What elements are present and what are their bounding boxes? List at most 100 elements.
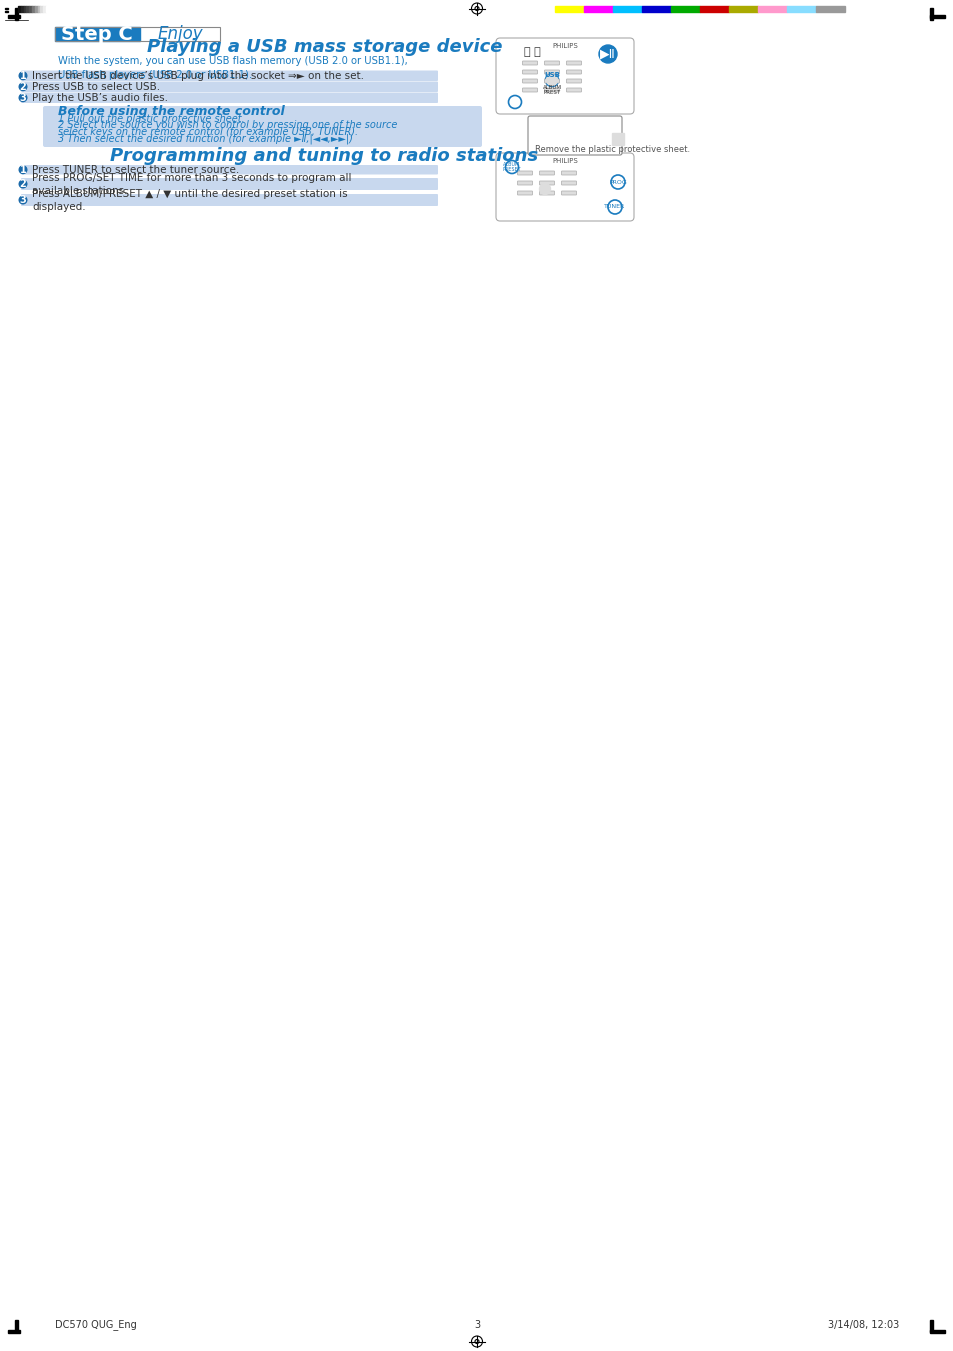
Text: Press PROG/SET TIME for more than 3 seconds to program all
available stations.: Press PROG/SET TIME for more than 3 seco… xyxy=(32,173,351,196)
Text: select keys on the remote control (for example USB, TUNER).: select keys on the remote control (for e… xyxy=(58,127,357,136)
FancyBboxPatch shape xyxy=(21,81,437,92)
FancyBboxPatch shape xyxy=(544,88,558,92)
Circle shape xyxy=(19,196,27,204)
FancyBboxPatch shape xyxy=(566,61,581,65)
FancyBboxPatch shape xyxy=(21,70,437,81)
Bar xyxy=(21,5,24,12)
FancyBboxPatch shape xyxy=(21,178,437,190)
Bar xyxy=(8,15,20,18)
Text: Playing a USB mass storage device: Playing a USB mass storage device xyxy=(147,38,501,55)
Text: ▶Ⅱ: ▶Ⅱ xyxy=(599,47,616,61)
Bar xyxy=(24,5,27,12)
FancyBboxPatch shape xyxy=(566,70,581,74)
FancyBboxPatch shape xyxy=(522,70,537,74)
FancyBboxPatch shape xyxy=(522,61,537,65)
Bar xyxy=(34,5,37,12)
Circle shape xyxy=(598,45,617,63)
Bar xyxy=(700,5,728,12)
FancyBboxPatch shape xyxy=(522,78,537,82)
Circle shape xyxy=(19,166,27,173)
Text: 1: 1 xyxy=(20,165,27,174)
Text: ALBUM
PRESET: ALBUM PRESET xyxy=(502,162,520,173)
FancyBboxPatch shape xyxy=(566,78,581,82)
FancyBboxPatch shape xyxy=(539,190,554,195)
Text: Press TUNER to select the tuner source.: Press TUNER to select the tuner source. xyxy=(32,165,239,176)
Circle shape xyxy=(19,82,27,91)
Bar xyxy=(613,5,641,12)
Bar xyxy=(728,5,758,12)
Bar xyxy=(55,27,140,41)
Text: USB: USB xyxy=(543,72,559,78)
Text: Enjoy: Enjoy xyxy=(157,26,203,43)
Circle shape xyxy=(19,72,27,80)
Circle shape xyxy=(19,180,27,188)
FancyBboxPatch shape xyxy=(496,38,634,113)
Bar xyxy=(37,5,40,12)
Text: Press USB to select USB.: Press USB to select USB. xyxy=(32,82,160,92)
Circle shape xyxy=(546,74,557,85)
Text: Programming and tuning to radio stations: Programming and tuning to radio stations xyxy=(111,147,537,165)
FancyBboxPatch shape xyxy=(539,181,554,185)
FancyBboxPatch shape xyxy=(544,78,558,82)
Text: ⏮ ⏭: ⏮ ⏭ xyxy=(523,47,539,57)
Text: PHILIPS: PHILIPS xyxy=(552,43,578,49)
Text: 3 Then select the desired function (for example ►Ⅱ,|◄◄,►►|): 3 Then select the desired function (for … xyxy=(58,134,353,143)
Text: 3/14/08, 12:03: 3/14/08, 12:03 xyxy=(827,1320,898,1329)
Bar xyxy=(32,5,34,12)
FancyBboxPatch shape xyxy=(43,105,481,147)
Text: 1 Pull out the plastic protective sheet.: 1 Pull out the plastic protective sheet. xyxy=(58,113,245,124)
Bar xyxy=(929,1329,944,1332)
Circle shape xyxy=(19,95,27,101)
Text: Play the USB’s audio files.: Play the USB’s audio files. xyxy=(32,93,168,103)
Text: 2 Select the source you wish to control by pressing one of the source: 2 Select the source you wish to control … xyxy=(58,120,397,131)
Bar xyxy=(18,5,21,12)
Text: 2: 2 xyxy=(20,82,27,92)
FancyBboxPatch shape xyxy=(561,190,576,195)
FancyBboxPatch shape xyxy=(21,92,437,103)
FancyBboxPatch shape xyxy=(496,153,634,222)
Bar xyxy=(786,5,815,12)
FancyBboxPatch shape xyxy=(21,165,437,174)
Text: 3: 3 xyxy=(474,1320,479,1329)
FancyBboxPatch shape xyxy=(561,172,576,176)
Bar xyxy=(30,5,32,12)
Text: 3: 3 xyxy=(20,195,27,205)
FancyBboxPatch shape xyxy=(517,190,532,195)
Bar xyxy=(758,5,786,12)
FancyBboxPatch shape xyxy=(517,181,532,185)
Text: Remove the plastic protective sheet.: Remove the plastic protective sheet. xyxy=(535,145,689,154)
FancyBboxPatch shape xyxy=(566,88,581,92)
Bar xyxy=(929,1320,931,1332)
Bar xyxy=(15,1320,17,1331)
FancyBboxPatch shape xyxy=(544,61,558,65)
Bar xyxy=(583,5,613,12)
FancyBboxPatch shape xyxy=(544,70,558,74)
Text: DC570 QUG_Eng: DC570 QUG_Eng xyxy=(55,1320,136,1331)
Text: With the system, you can use USB flash memory (USB 2.0 or USB1.1),
USB flash pla: With the system, you can use USB flash m… xyxy=(58,55,407,80)
FancyBboxPatch shape xyxy=(561,181,576,185)
Bar xyxy=(670,5,700,12)
Bar xyxy=(15,8,18,20)
Bar xyxy=(641,5,670,12)
FancyBboxPatch shape xyxy=(527,116,621,155)
Text: 1: 1 xyxy=(20,70,27,81)
Text: Insert the USB device’s USB plug into the socket ⇒► on the set.: Insert the USB device’s USB plug into th… xyxy=(32,70,364,81)
FancyBboxPatch shape xyxy=(517,172,532,176)
Text: Before using the remote control: Before using the remote control xyxy=(58,105,284,119)
Text: Press ALBUM/PRESET ▲ / ▼ until the desired preset station is
displayed.: Press ALBUM/PRESET ▲ / ▼ until the desir… xyxy=(32,189,347,212)
Text: PHILIPS: PHILIPS xyxy=(552,158,578,163)
FancyBboxPatch shape xyxy=(539,172,554,176)
Text: 3: 3 xyxy=(20,93,27,103)
Bar xyxy=(555,5,583,12)
Text: 2: 2 xyxy=(20,178,27,189)
Bar xyxy=(8,1329,20,1332)
Bar xyxy=(40,5,43,12)
Bar xyxy=(929,8,932,20)
Bar xyxy=(612,132,623,145)
Bar xyxy=(46,5,49,12)
Text: ALBUM
PREST: ALBUM PREST xyxy=(542,85,561,96)
Bar xyxy=(929,15,944,18)
Bar xyxy=(815,5,844,12)
Bar xyxy=(43,5,46,12)
Text: TUNER: TUNER xyxy=(604,204,625,209)
